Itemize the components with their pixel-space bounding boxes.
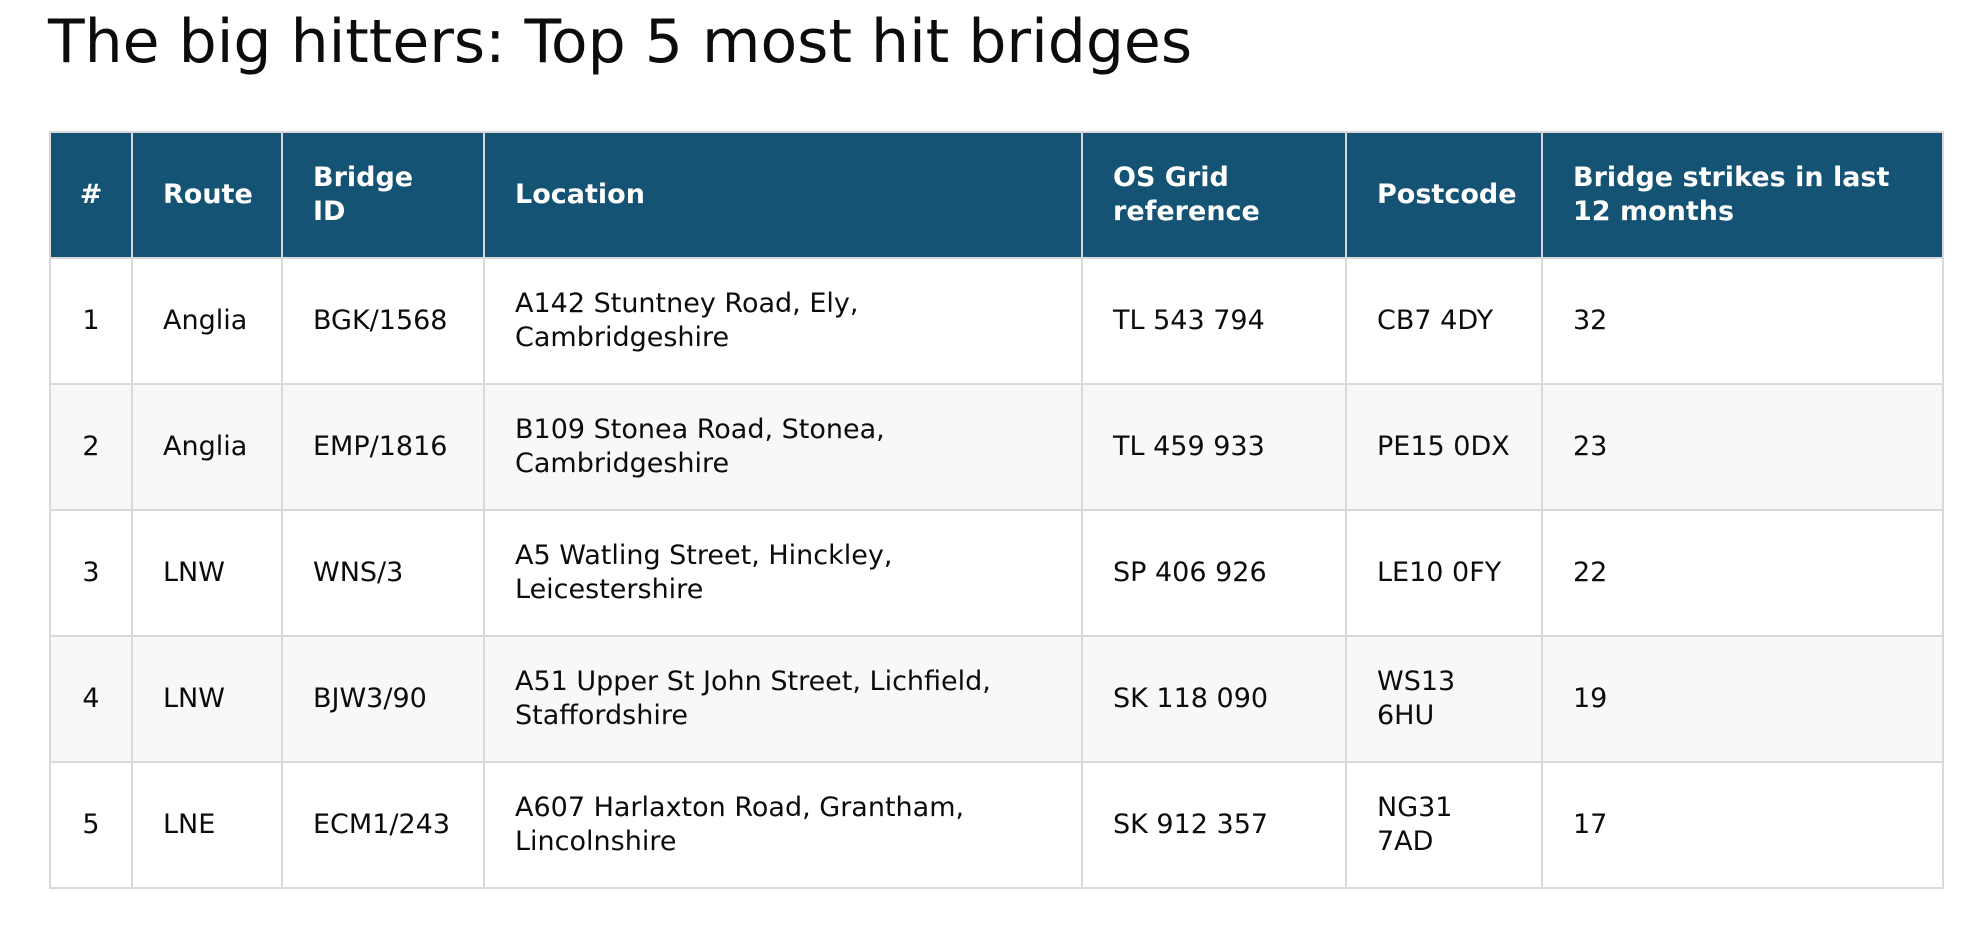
cell-os-grid: TL 459 933: [1081, 383, 1347, 511]
cell-num: 4: [49, 635, 133, 763]
cell-postcode: WS13 6HU: [1345, 635, 1543, 763]
cell-route: Anglia: [131, 257, 283, 385]
cell-os-grid: SK 912 357: [1081, 761, 1347, 889]
cell-os-grid: SP 406 926: [1081, 509, 1347, 637]
cell-num: 5: [49, 761, 133, 889]
cell-os-grid: TL 543 794: [1081, 257, 1347, 385]
cell-route: LNE: [131, 761, 283, 889]
cell-location: B109 Stonea Road, Stonea, Cambridgeshire: [483, 383, 1083, 511]
header-route: Route: [131, 131, 283, 259]
cell-bridge-id: BGK/1568: [281, 257, 485, 385]
cell-postcode: CB7 4DY: [1345, 257, 1543, 385]
cell-strikes: 17: [1541, 761, 1944, 889]
cell-postcode: PE15 0DX: [1345, 383, 1543, 511]
cell-strikes: 19: [1541, 635, 1944, 763]
cell-bridge-id: ECM1/243: [281, 761, 485, 889]
table-row: 1 Anglia BGK/1568 A142 Stuntney Road, El…: [49, 257, 1944, 385]
cell-location: A607 Harlaxton Road, Grantham, Lincolnsh…: [483, 761, 1083, 889]
cell-strikes: 23: [1541, 383, 1944, 511]
table-header-row: # Route Bridge ID Location OS Grid refer…: [49, 131, 1944, 259]
header-os-grid: OS Grid reference: [1081, 131, 1347, 259]
cell-postcode: LE10 0FY: [1345, 509, 1543, 637]
cell-location: A51 Upper St John Street, Lichfield, Sta…: [483, 635, 1083, 763]
header-postcode: Postcode: [1345, 131, 1543, 259]
cell-num: 2: [49, 383, 133, 511]
header-location: Location: [483, 131, 1083, 259]
cell-strikes: 32: [1541, 257, 1944, 385]
cell-bridge-id: BJW3/90: [281, 635, 485, 763]
bridges-table: # Route Bridge ID Location OS Grid refer…: [49, 131, 1944, 889]
cell-route: Anglia: [131, 383, 283, 511]
table-row: 3 LNW WNS/3 A5 Watling Street, Hinckley,…: [49, 509, 1944, 637]
cell-location: A5 Watling Street, Hinckley, Leicestersh…: [483, 509, 1083, 637]
cell-route: LNW: [131, 509, 283, 637]
table-row: 4 LNW BJW3/90 A51 Upper St John Street, …: [49, 635, 1944, 763]
cell-os-grid: SK 118 090: [1081, 635, 1347, 763]
cell-bridge-id: WNS/3: [281, 509, 485, 637]
cell-num: 3: [49, 509, 133, 637]
cell-strikes: 22: [1541, 509, 1944, 637]
cell-num: 1: [49, 257, 133, 385]
header-strikes: Bridge strikes in last 12 months: [1541, 131, 1944, 259]
cell-bridge-id: EMP/1816: [281, 383, 485, 511]
cell-route: LNW: [131, 635, 283, 763]
header-num: #: [49, 131, 133, 259]
cell-postcode: NG31 7AD: [1345, 761, 1543, 889]
header-bridge-id: Bridge ID: [281, 131, 485, 259]
table-row: 2 Anglia EMP/1816 B109 Stonea Road, Ston…: [49, 383, 1944, 511]
cell-location: A142 Stuntney Road, Ely, Cambridgeshire: [483, 257, 1083, 385]
page-title: The big hitters: Top 5 most hit bridges: [48, 7, 1193, 77]
table-row: 5 LNE ECM1/243 A607 Harlaxton Road, Gran…: [49, 761, 1944, 889]
